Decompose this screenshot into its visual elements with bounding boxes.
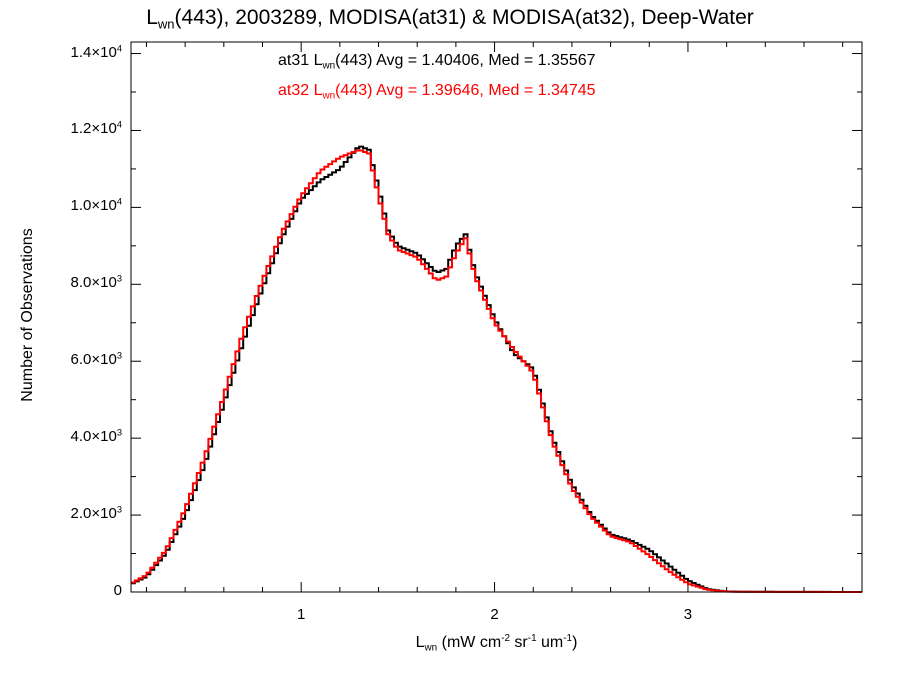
y-tick-label: 6.0×103 — [70, 350, 122, 369]
y-tick-label: 1.2×104 — [70, 119, 122, 138]
y-tick-label: 2.0×103 — [70, 504, 122, 523]
x-axis-label: Lwn (mW cm-2 sr-1 um-1) — [415, 633, 578, 654]
y-axis-label: Number of Observations — [19, 228, 36, 402]
x-tick-label: 3 — [683, 606, 693, 623]
x-tick-label: 1 — [297, 606, 306, 623]
legend-entry-at32: at32 Lwn(443) Avg = 1.39646, Med = 1.347… — [278, 82, 596, 102]
legend-entry-at31: at31 Lwn(443) Avg = 1.40406, Med = 1.355… — [278, 52, 596, 72]
series-at31-line — [131, 145, 862, 593]
y-tick-label: 1.0×104 — [70, 196, 122, 215]
y-tick-label: 4.0×103 — [70, 427, 122, 446]
x-tick-label: 2 — [490, 606, 499, 623]
y-tick-label: 8.0×103 — [70, 273, 122, 292]
plot-frame — [130, 41, 863, 593]
chart-title: Lwn(443), 2003289, MODISA(at31) & MODISA… — [146, 6, 754, 32]
series-at32-line — [131, 149, 862, 593]
y-tick-label: 0 — [113, 582, 122, 599]
y-tick-label: 1.4×104 — [70, 42, 122, 61]
